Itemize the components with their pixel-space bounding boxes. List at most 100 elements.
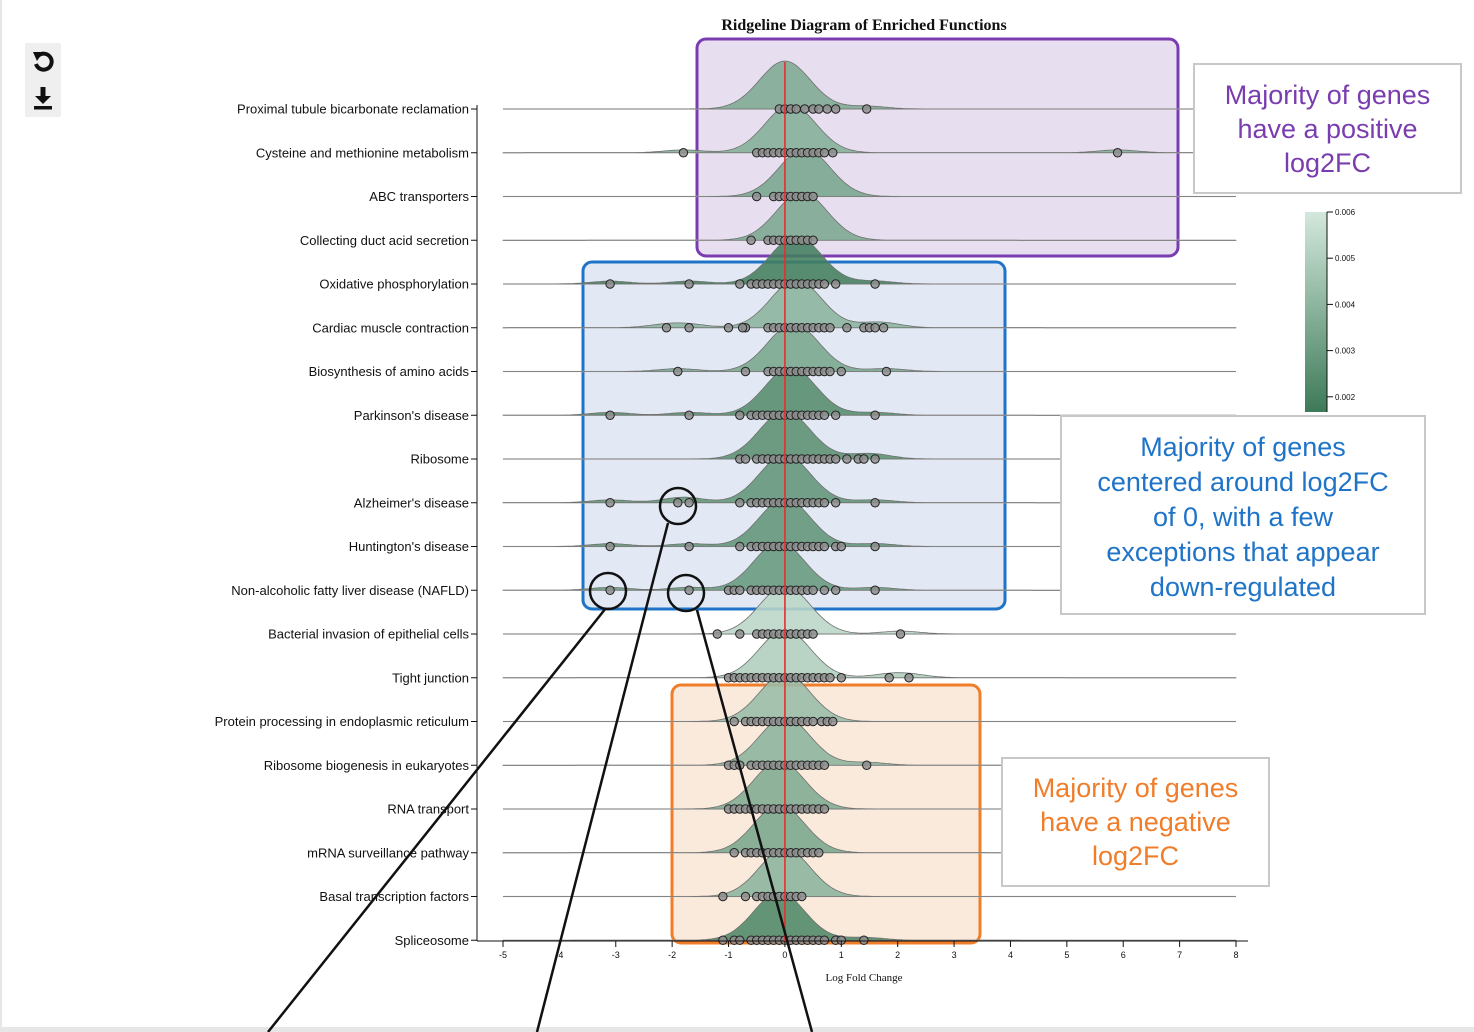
y-tick-label: Bacterial invasion of epithelial cells <box>268 627 469 642</box>
ridge-density-6 <box>502 279 1237 329</box>
x-tick-label: 4 <box>1008 950 1013 960</box>
annotation-callout-box-3 <box>1001 757 1270 887</box>
annotation-text-line: Majority of genes <box>1225 80 1431 110</box>
x-tick-label: -4 <box>555 950 563 960</box>
chart-title: Ridgeline Diagram of Enriched Functions <box>721 17 1006 34</box>
gene-point <box>684 498 694 508</box>
gene-point <box>904 673 914 683</box>
gene-point <box>718 935 728 945</box>
gene-point <box>831 104 841 114</box>
gene-point <box>735 629 745 639</box>
rotate-ccw-icon <box>33 51 54 72</box>
y-tick-label: Protein processing in endoplasmic reticu… <box>215 714 469 729</box>
annotation-callout-box-1 <box>1193 63 1462 194</box>
annotation-text-line: log2FC <box>1284 148 1371 178</box>
gene-point <box>895 629 906 639</box>
annotation-text-line: down-regulated <box>1150 572 1336 602</box>
ridge-density-4 <box>502 191 1237 241</box>
gene-point <box>684 585 694 595</box>
gene-point <box>808 235 818 245</box>
gene-point <box>819 148 830 158</box>
gene-point <box>825 323 835 333</box>
gene-point <box>684 410 694 420</box>
ridge-density-20 <box>502 891 1237 941</box>
gene-point <box>859 935 869 945</box>
gene-point <box>870 541 880 552</box>
gene-point <box>836 366 846 377</box>
gene-point <box>819 760 830 770</box>
gene-point <box>831 585 841 595</box>
gene-point <box>819 410 830 420</box>
gene-point <box>808 191 818 202</box>
gene-point <box>605 279 615 289</box>
gene-point <box>740 891 751 902</box>
gene-point <box>836 673 846 683</box>
gene-point <box>862 760 872 770</box>
download-button[interactable] <box>29 83 57 113</box>
highlight-circle <box>666 573 706 613</box>
y-tick-label: Huntington's disease <box>349 539 469 554</box>
gene-point <box>831 498 841 508</box>
gene-point <box>819 935 830 945</box>
x-tick-label: 1 <box>839 950 844 960</box>
gene-point <box>746 235 756 245</box>
gene-point <box>684 323 694 333</box>
ridge-density-19 <box>503 848 1236 897</box>
gene-point <box>831 410 841 420</box>
x-axis-label: Log Fold Change <box>826 972 903 984</box>
gene-point <box>819 585 830 595</box>
gene-point <box>828 716 838 727</box>
gene-point <box>831 279 841 289</box>
gene-point <box>684 541 694 552</box>
x-tick-label: 3 <box>952 950 957 960</box>
gene-point <box>808 629 818 639</box>
color-legend-tick-label: 0.003 <box>1335 347 1356 356</box>
y-tick-label: Non-alcoholic fatty liver disease (NAFLD… <box>231 583 469 598</box>
y-tick-label: Cysteine and methionine metabolism <box>256 145 469 160</box>
gene-point <box>673 366 683 377</box>
x-tick-label: -3 <box>612 950 620 960</box>
y-tick-label: Oxidative phosphorylation <box>319 277 469 292</box>
gene-point <box>819 498 830 508</box>
gene-point <box>814 104 824 114</box>
gene-point <box>819 804 830 814</box>
annotation-text-line: of 0, with a few <box>1153 502 1334 532</box>
download-icon <box>34 87 52 110</box>
gene-point <box>740 366 751 377</box>
gene-point <box>859 454 869 464</box>
gene-point <box>1112 148 1123 158</box>
gene-point <box>870 279 880 289</box>
gene-point <box>836 541 846 552</box>
gene-point <box>842 323 852 333</box>
annotation-text-line: exceptions that appear <box>1106 537 1379 567</box>
pointer-line <box>695 609 814 1032</box>
y-tick-label: Ribosome <box>410 452 469 467</box>
ridge-density-5 <box>503 235 1236 285</box>
gene-point <box>605 410 615 420</box>
y-tick-label: mRNA surveillance pathway <box>307 845 469 860</box>
gene-point <box>819 279 830 289</box>
annotation-text-line: Majority of genes <box>1140 432 1346 462</box>
gene-point <box>737 323 748 333</box>
reset-button[interactable] <box>29 47 57 77</box>
y-tick-label: Parkinson's disease <box>354 408 469 423</box>
gene-point <box>825 366 835 377</box>
gene-point <box>723 323 734 333</box>
ridge-density-14 <box>502 629 1237 679</box>
gene-point <box>673 498 683 508</box>
color-legend-tick-label: 0.005 <box>1335 254 1356 263</box>
y-tick-label: Tight junction <box>392 670 469 685</box>
x-tick-label: 7 <box>1177 950 1182 960</box>
gene-point <box>808 585 818 595</box>
gene-point <box>729 848 739 858</box>
gene-point <box>735 935 745 945</box>
chart-toolbar <box>25 43 61 117</box>
gene-point <box>718 891 728 902</box>
annotation-text-line: centered around log2FC <box>1097 467 1388 497</box>
gene-point <box>684 279 694 289</box>
y-tick-label: Cardiac muscle contraction <box>312 320 469 335</box>
gene-point <box>735 279 745 289</box>
x-tick-label: -2 <box>668 950 676 960</box>
pointer-line <box>535 522 670 1032</box>
